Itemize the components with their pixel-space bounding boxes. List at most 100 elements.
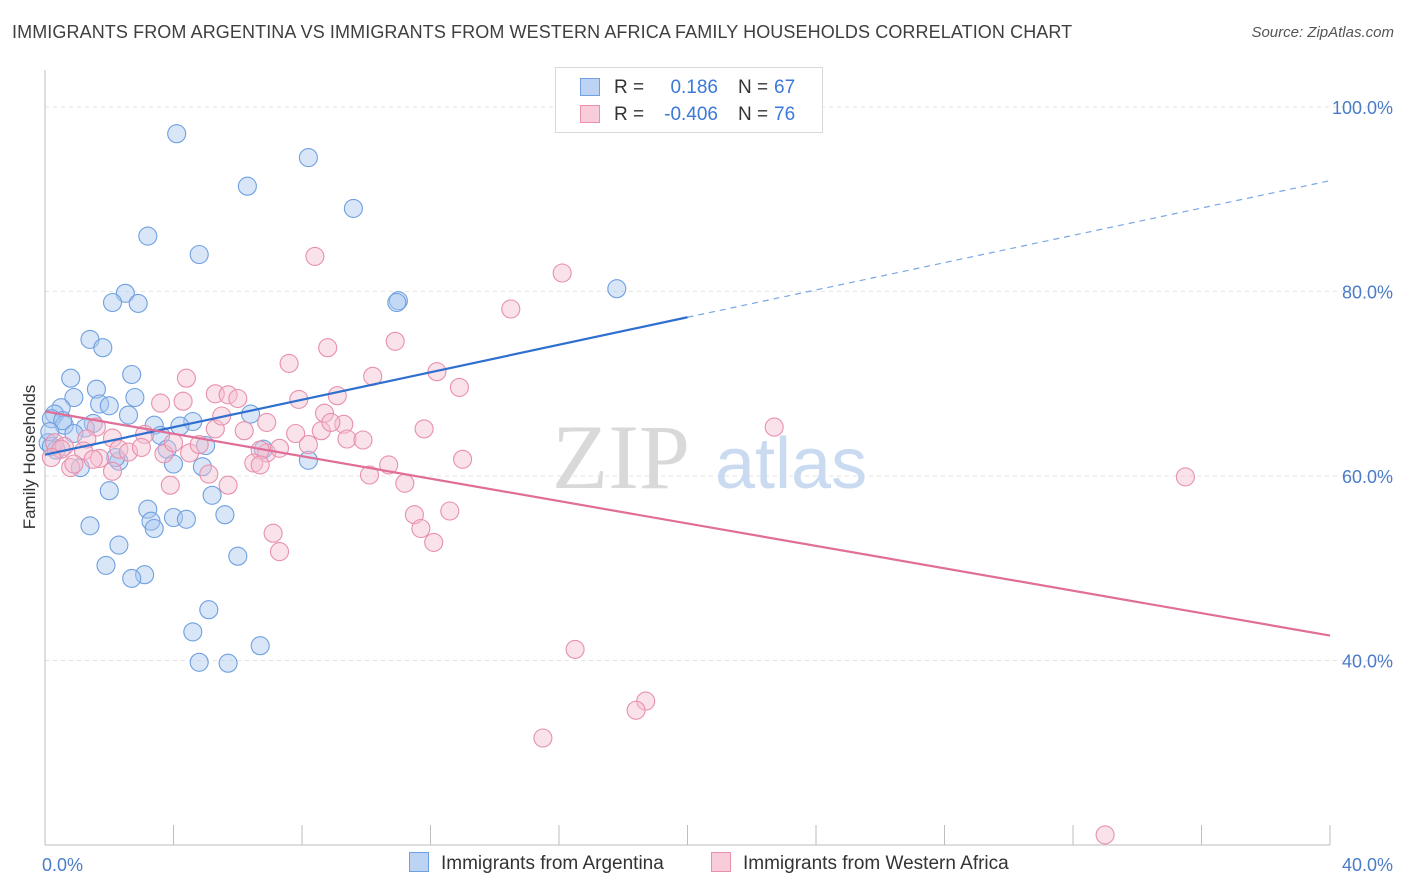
data-point bbox=[144, 518, 164, 539]
bottom-legend-swatch-argentina bbox=[409, 852, 429, 872]
data-point bbox=[202, 485, 222, 505]
data-point bbox=[86, 379, 106, 399]
data-point bbox=[228, 388, 248, 409]
data-point bbox=[379, 455, 399, 475]
data-point bbox=[1175, 467, 1195, 487]
data-point bbox=[311, 421, 331, 441]
data-point bbox=[269, 542, 290, 562]
data-point bbox=[414, 419, 434, 439]
data-point bbox=[241, 404, 261, 424]
legend-n-value: 67 bbox=[774, 77, 796, 98]
y-tick-label: 100.0% bbox=[1332, 98, 1393, 118]
data-point bbox=[343, 198, 363, 218]
data-point bbox=[118, 405, 139, 425]
data-point bbox=[626, 700, 646, 720]
legend-r-value: -0.406 bbox=[664, 104, 718, 125]
data-point bbox=[176, 368, 196, 388]
data-point bbox=[234, 421, 254, 441]
y-axis-title: Family Households bbox=[20, 385, 39, 530]
gridlines bbox=[45, 106, 1392, 661]
data-point bbox=[359, 465, 380, 485]
correlation-legend: R = 0.186 N = 67 R = -0.406 N = 76 bbox=[555, 67, 823, 133]
data-point bbox=[109, 535, 129, 555]
data-point bbox=[228, 546, 248, 566]
watermark-zip: ZIP bbox=[552, 406, 690, 508]
data-point bbox=[286, 423, 306, 444]
bottom-legend-label-argentina: Immigrants from Argentina bbox=[441, 853, 664, 874]
data-point bbox=[77, 429, 97, 449]
data-point bbox=[61, 458, 81, 478]
legend-row-western-africa: R = -0.406 N = 76 bbox=[556, 101, 822, 129]
data-point bbox=[64, 454, 84, 474]
data-point bbox=[189, 244, 209, 265]
trend-lines bbox=[44, 180, 1331, 637]
legend-r-value: 0.186 bbox=[670, 77, 718, 98]
data-point bbox=[102, 292, 123, 313]
data-point bbox=[449, 377, 469, 397]
bottom-legend-label-western-africa: Immigrants from Western Africa bbox=[743, 853, 1009, 874]
data-point bbox=[138, 226, 158, 246]
series-western-africa-points bbox=[41, 246, 1195, 845]
data-point bbox=[80, 516, 100, 536]
data-point bbox=[385, 331, 405, 351]
data-point bbox=[99, 396, 119, 416]
data-point bbox=[424, 532, 444, 552]
data-point bbox=[607, 279, 627, 299]
bottom-legend-swatch-western-africa bbox=[711, 852, 731, 872]
data-point bbox=[199, 464, 219, 484]
trend-line-argentina-extension bbox=[687, 180, 1331, 318]
data-point bbox=[552, 263, 572, 283]
data-point bbox=[163, 433, 184, 453]
data-point bbox=[125, 387, 145, 408]
data-point bbox=[122, 364, 142, 385]
data-point bbox=[298, 435, 318, 455]
data-point bbox=[218, 653, 238, 673]
trend-line-argentina bbox=[44, 316, 688, 456]
data-point bbox=[163, 454, 184, 474]
legend-n-label: N = bbox=[738, 77, 769, 98]
data-point bbox=[83, 449, 103, 469]
trend-line-western-africa bbox=[44, 410, 1331, 637]
data-point bbox=[337, 429, 357, 449]
data-point bbox=[318, 338, 338, 358]
legend-n-label: N = bbox=[738, 104, 769, 125]
data-point bbox=[192, 457, 212, 477]
data-point bbox=[440, 501, 460, 521]
chart-title: IMMIGRANTS FROM ARGENTINA VS IMMIGRANTS … bbox=[12, 22, 1073, 42]
data-point bbox=[218, 475, 238, 495]
data-point bbox=[122, 568, 142, 588]
data-point bbox=[102, 461, 123, 481]
data-point bbox=[565, 639, 585, 659]
bottom-legend-western-africa: Immigrants from Western Africa bbox=[711, 852, 1009, 875]
watermark-atlas: atlas bbox=[715, 424, 867, 504]
chart-source: Source: ZipAtlas.com bbox=[1251, 24, 1394, 41]
bottom-legend-argentina: Immigrants from Argentina bbox=[409, 852, 664, 875]
data-point bbox=[189, 652, 209, 672]
data-point bbox=[353, 430, 373, 450]
y-tick-label: 40.0% bbox=[1342, 651, 1393, 671]
data-point bbox=[64, 387, 84, 408]
data-point bbox=[61, 368, 81, 388]
data-point bbox=[218, 385, 238, 405]
data-point bbox=[237, 176, 257, 196]
data-point bbox=[90, 448, 110, 468]
data-point bbox=[183, 622, 203, 642]
legend-r-label: R = bbox=[614, 104, 645, 125]
data-point bbox=[151, 393, 171, 413]
data-point bbox=[327, 386, 347, 406]
legend-n-value: 76 bbox=[774, 104, 796, 125]
data-point bbox=[160, 475, 180, 495]
y-tick-labels: 40.0% 60.0% 80.0% 100.0% bbox=[1332, 98, 1393, 672]
data-point bbox=[305, 246, 325, 266]
data-point bbox=[135, 565, 155, 585]
data-point bbox=[279, 353, 299, 373]
legend-row-argentina: R = 0.186 N = 67 bbox=[556, 74, 822, 102]
data-point bbox=[176, 509, 196, 529]
data-point bbox=[215, 505, 235, 525]
data-point bbox=[128, 293, 148, 313]
data-point bbox=[244, 453, 264, 473]
data-point bbox=[395, 473, 415, 493]
series-argentina-points bbox=[38, 124, 627, 673]
axes bbox=[44, 70, 1331, 846]
